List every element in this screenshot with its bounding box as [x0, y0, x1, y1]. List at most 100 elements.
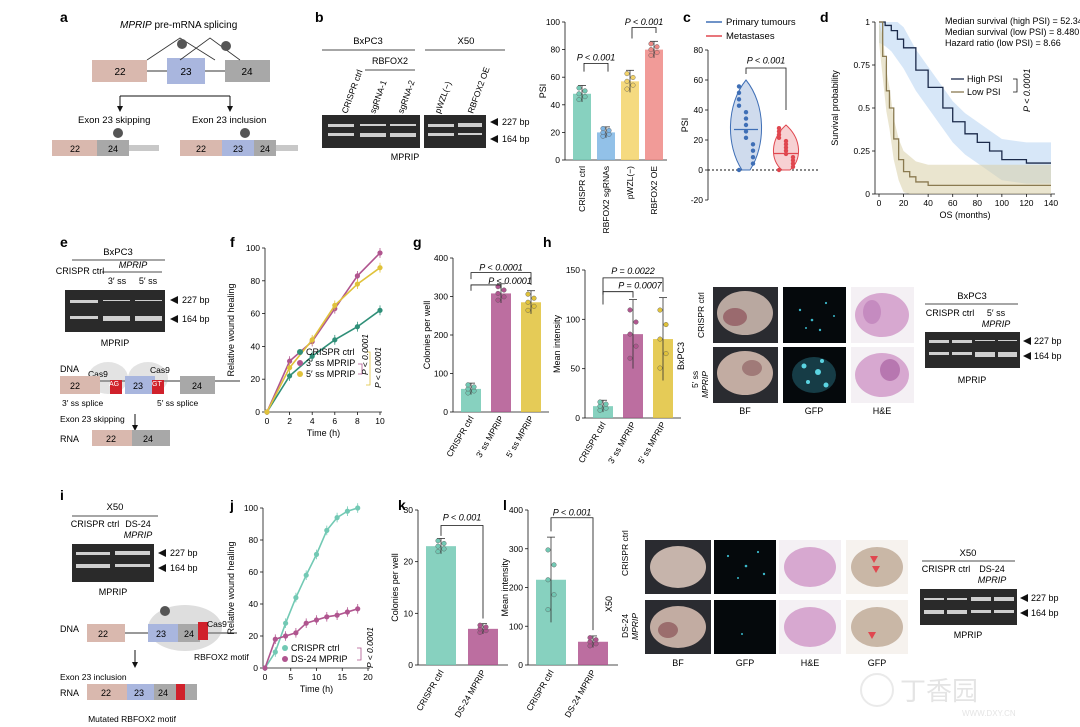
panel-f-chart: 0 20 40 60 80 100 Relative wound healing 0 2 4 6 8 1… [226, 243, 385, 438]
cell-line-label: X50 [458, 36, 475, 47]
splice-factor-icon [160, 606, 170, 616]
svg-text:22: 22 [196, 144, 206, 154]
y-axis-label: Mean intensity [500, 558, 510, 617]
data-point [657, 365, 663, 371]
legend-label: 5′ ss MPRIP [306, 369, 355, 379]
x-axis-label: Time (h) [300, 684, 333, 694]
data-point [624, 86, 630, 92]
data-point [435, 543, 441, 549]
x-category-label: CRISPR ctrl [576, 420, 608, 465]
svg-text:22: 22 [70, 144, 80, 154]
data-point [776, 129, 782, 134]
y-tick-label: 60 [694, 75, 704, 85]
data-point [551, 562, 557, 568]
legend-label: CRISPR ctrl [291, 643, 340, 653]
y-tick-label: 80 [249, 535, 259, 545]
data-point [576, 91, 582, 97]
svg-text:23: 23 [133, 381, 143, 391]
y-tick-label: 20 [249, 631, 259, 641]
y-tick-label: -20 [691, 195, 704, 205]
y-tick-label: 20 [694, 135, 704, 145]
data-point [624, 71, 630, 77]
p-value: P < 0.001 [443, 512, 481, 522]
y-tick-label: 0.25 [853, 146, 870, 156]
p-value: P < 0.0001 [479, 262, 522, 272]
x-axis-label: Time (h) [307, 428, 340, 438]
data-point [606, 127, 612, 133]
p-value: P < 0.0001 [360, 334, 370, 375]
data-point [627, 355, 633, 361]
bar [593, 406, 613, 418]
data-point [531, 295, 537, 301]
legend-label: DS-24 MPRIP [291, 654, 348, 664]
watermark-logo-icon [860, 673, 894, 707]
data-point [603, 405, 609, 411]
bp-164-label: 164 bp [170, 563, 198, 573]
y-tick-label: 60 [251, 309, 261, 319]
bp-227-label: 227 bp [170, 548, 198, 558]
exon-skipping-label: Exon 23 skipping [78, 115, 150, 126]
x-tick-label: 100 [995, 198, 1009, 208]
data-point [593, 637, 599, 643]
data-point [663, 351, 669, 357]
data-point [525, 307, 531, 313]
lane-label: CRISPR ctrl [71, 519, 120, 529]
y-tick-label: 0.5 [858, 103, 870, 113]
data-point [600, 126, 606, 132]
x-tick-label: 0 [265, 416, 270, 426]
x-tick-label: 0 [877, 198, 882, 208]
data-point [776, 167, 782, 173]
side-label: BxPC3 [676, 342, 686, 370]
data-point [582, 88, 588, 94]
cell-line-label: X50 [960, 548, 977, 559]
panel-j-chart: 0 20 40 60 80 100 Relative wound healing 0 5 10 15… [226, 503, 375, 694]
data-point [736, 84, 742, 89]
watermark-text: 丁香园 [900, 676, 978, 706]
lane-label: sgRNA-1 [367, 79, 388, 115]
data-point [545, 577, 551, 583]
lane-label: DS-24 [125, 519, 151, 529]
y-tick-label: 40 [694, 105, 704, 115]
bp-227-label: 227 bp [182, 295, 210, 305]
data-point [776, 135, 782, 141]
survival-stat: Median survival (high PSI) = 52.34 [945, 16, 1080, 26]
data-point [501, 287, 507, 293]
y-tick-label: 100 [244, 503, 258, 513]
panel-letter-g: g [413, 234, 422, 250]
series-line [266, 252, 381, 413]
data-point [750, 142, 756, 147]
data-point [736, 90, 742, 96]
splice-factor-icon [240, 128, 250, 138]
panel-letter-a: a [60, 9, 68, 25]
splice-factor-icon [177, 39, 187, 49]
y-tick-label: 300 [434, 292, 448, 302]
bar [645, 49, 663, 160]
gene-label: MPRIP [119, 260, 148, 270]
sig-bracket [1013, 78, 1018, 93]
gel-label: MPRIP [99, 587, 128, 597]
data-point [582, 94, 588, 100]
data-point [525, 291, 531, 297]
confidence-band [879, 22, 1051, 194]
y-tick-label: 100 [546, 17, 560, 27]
data-point [790, 158, 796, 163]
data-point [477, 622, 483, 628]
x-category-label: 5′ ss MPRIP [636, 420, 668, 466]
y-tick-label: 400 [434, 253, 448, 263]
legend-marker [282, 645, 288, 651]
lane-label: DS-24 [979, 564, 1005, 574]
bar [578, 641, 608, 665]
legend-marker [297, 360, 303, 366]
splice-label: 5′ ss splice [157, 398, 199, 408]
panel-c-chart: -20 0 20 40 60 80 PSI P < 0.001 [680, 45, 818, 205]
p-value: P = 0.0022 [611, 266, 654, 276]
data-point [441, 546, 447, 552]
bp-227-label: 227 bp [1034, 336, 1062, 346]
data-point [654, 44, 660, 50]
data-point [597, 407, 603, 413]
y-tick-label: 60 [249, 567, 259, 577]
panel-b-chart: 0 20 40 60 80 100 PSI CRISPR ctrl RBFOX2 sgRNAs p… [538, 17, 667, 234]
y-tick-label: 40 [249, 599, 259, 609]
x-category-label: CRISPR ctrl [524, 668, 556, 713]
data-point [435, 549, 441, 555]
